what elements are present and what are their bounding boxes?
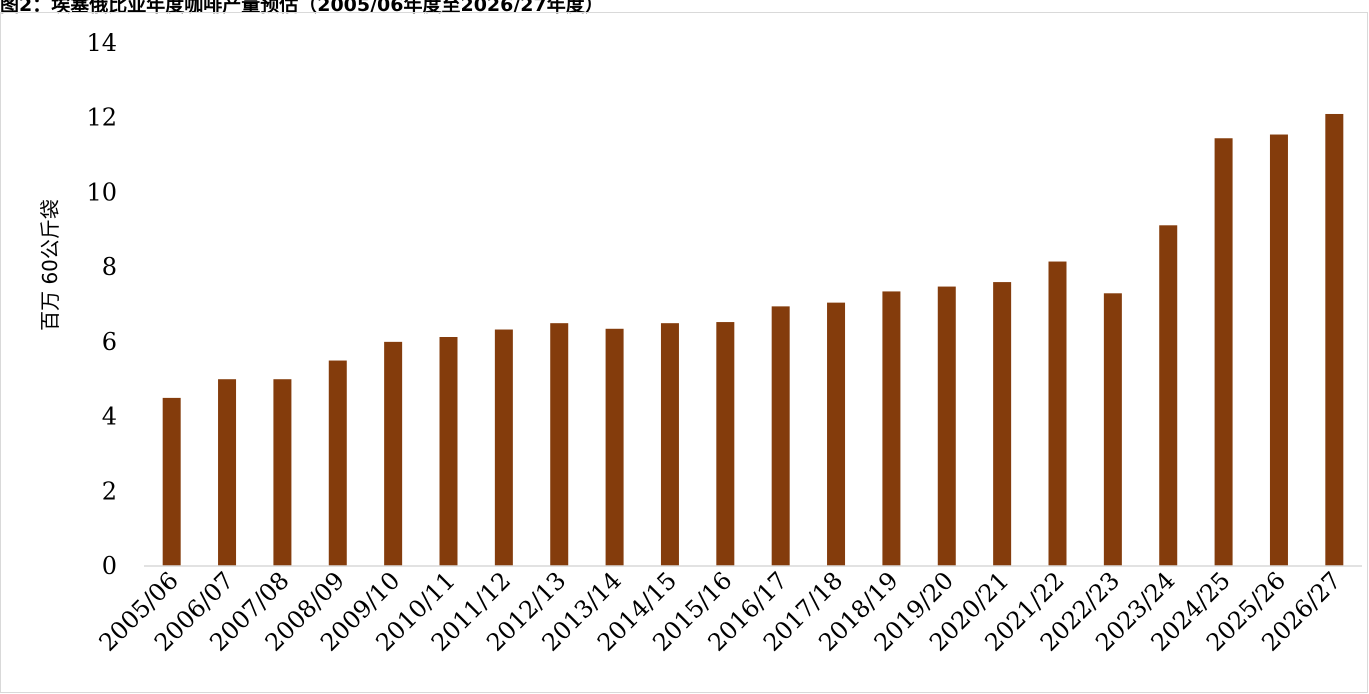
y-tick-label: 8 — [102, 253, 117, 281]
bar — [716, 322, 735, 566]
bar — [218, 379, 237, 566]
x-axis-ticks: 2005/062006/072007/082008/092009/102010/… — [94, 566, 1347, 656]
bar — [660, 323, 679, 566]
y-tick-label: 6 — [102, 328, 117, 356]
bar — [1269, 134, 1288, 566]
y-axis-label: 百万 60公斤袋 — [38, 199, 62, 331]
bar — [384, 341, 403, 566]
bar — [605, 328, 624, 566]
bar — [1325, 113, 1344, 566]
y-axis-ticks: 0 2 4 6 8 10 12 14 — [86, 29, 117, 580]
chart-frame — [0, 12, 1368, 693]
bar — [1103, 293, 1122, 566]
y-tick-label: 2 — [102, 477, 117, 505]
y-tick-label: 14 — [86, 29, 117, 57]
bar — [1159, 225, 1178, 566]
bar — [771, 306, 790, 566]
bar — [273, 379, 292, 566]
bar — [494, 329, 513, 566]
bar — [162, 397, 181, 566]
bar — [827, 302, 846, 566]
bar — [439, 337, 458, 566]
bar — [550, 323, 569, 566]
bars — [162, 113, 1344, 566]
bar — [882, 291, 901, 566]
bar — [1214, 138, 1233, 566]
bar — [993, 282, 1012, 566]
y-tick-label: 0 — [102, 552, 117, 580]
bar — [937, 286, 956, 566]
y-tick-label: 12 — [86, 104, 117, 132]
bar — [328, 360, 347, 566]
y-tick-label: 4 — [102, 403, 117, 431]
bar — [1048, 261, 1067, 566]
y-tick-label: 10 — [86, 178, 117, 206]
